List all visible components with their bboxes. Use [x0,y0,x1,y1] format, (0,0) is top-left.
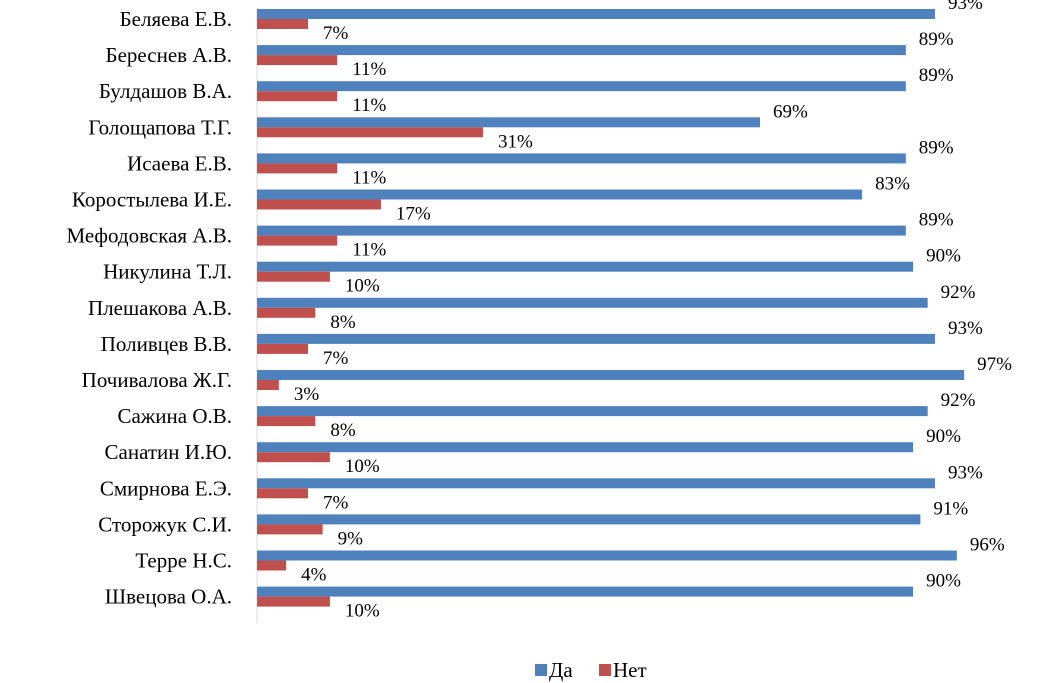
category-label: Поливцев В.В. [101,332,232,356]
category-label: Коростылева И.Е. [72,188,232,212]
category-label: Мефодовская А.В. [66,224,232,248]
category-label: Сажина О.В. [117,404,232,428]
category-label: Швецова О.А. [105,585,232,609]
bar-net [257,596,330,607]
bar-net [257,163,338,174]
category-label: Никулина Т.Л. [103,260,232,284]
bar-da [257,81,906,92]
data-label-net: 10% [345,456,380,477]
data-label-da: 89% [919,210,954,231]
data-label-da: 93% [948,318,983,339]
category-label: Терре Н.С. [135,549,232,573]
bar-net [257,235,338,246]
data-label-net: 7% [323,492,349,513]
bar-da [257,297,928,308]
data-label-da: 91% [933,498,968,519]
data-label-net: 8% [330,312,356,333]
data-label-da: 93% [948,0,983,14]
bar-da [257,9,935,19]
data-label-da: 92% [941,390,976,411]
data-label-net: 17% [396,204,431,225]
bar-net [257,416,316,427]
legend-swatch-da [535,664,547,676]
bar-net [257,560,287,571]
bar-da [257,333,935,344]
category-label: Плешакова А.В. [88,296,232,320]
bar-da [257,189,863,200]
bar-net [257,452,330,463]
data-label-net: 3% [294,384,320,405]
bar-net [257,55,338,66]
legend: Да Нет [535,658,647,682]
legend-swatch-net [599,664,611,676]
bar-da [257,370,965,380]
data-label-da: 96% [970,535,1005,556]
data-label-da: 90% [926,571,961,592]
bar-da [257,225,906,236]
data-label-da: 89% [919,137,954,158]
category-label: Почивалова Ж.Г. [82,368,232,392]
bar-net [257,271,330,282]
legend-label-da: Да [549,658,573,682]
category-label: Булдашов В.А. [99,79,232,103]
category-label: Береснев А.В. [106,43,232,67]
bar-da [257,406,928,417]
category-label: Смирнова Е.Э. [100,476,232,500]
category-label: Санатин И.Ю. [105,440,233,464]
bar-da [257,514,921,525]
data-label-da: 89% [919,29,954,50]
bar-net [257,488,309,499]
bar-da [257,45,906,56]
bar-net [257,127,483,138]
data-label-net: 9% [338,528,364,549]
category-label: Сторожук С.И. [98,512,232,536]
bar-da [257,153,906,164]
bar-net [257,380,279,390]
data-label-da: 93% [948,462,983,483]
data-label-net: 11% [352,95,386,116]
bar-da [257,478,935,489]
data-label-net: 11% [352,167,386,188]
data-label-net: 31% [498,131,533,152]
bar-net [257,524,323,535]
data-label-da: 92% [941,282,976,303]
bar-net [257,19,309,29]
bar-da [257,586,914,597]
data-labels: 93% 7% 89% 11% 89% 11% 69% 31% 89% 11% 83% 17% 89% 11… [294,0,1012,622]
data-label-net: 7% [323,23,349,44]
data-label-net: 4% [301,565,327,586]
category-label: Беляева Е.В. [120,7,232,31]
data-label-net: 11% [352,240,386,261]
data-label-net: 7% [323,348,349,369]
data-label-net: 10% [345,276,380,297]
data-label-da: 69% [773,101,808,122]
data-label-da: 90% [926,246,961,267]
bar-net [257,199,381,210]
data-label-da: 83% [875,174,910,195]
bar-net [257,91,338,102]
legend-label-net: Нет [613,658,647,682]
data-label-da: 97% [977,354,1012,375]
bar-net [257,307,316,318]
data-label-net: 10% [345,601,380,622]
category-labels: Беляева Е.В. Береснев А.В. Булдашов В.А. Го… [66,7,232,609]
data-label-da: 89% [919,65,954,86]
bar-da [257,442,914,453]
bar-da [257,261,914,272]
bars [257,9,965,607]
bar-net [257,343,309,354]
data-label-net: 11% [352,59,386,80]
category-label: Голощапова Т.Г. [88,115,232,139]
bar-da [257,550,957,561]
category-label: Исаева Е.В. [127,151,232,175]
bar-da [257,117,761,128]
data-label-net: 8% [330,420,356,441]
data-label-da: 90% [926,426,961,447]
